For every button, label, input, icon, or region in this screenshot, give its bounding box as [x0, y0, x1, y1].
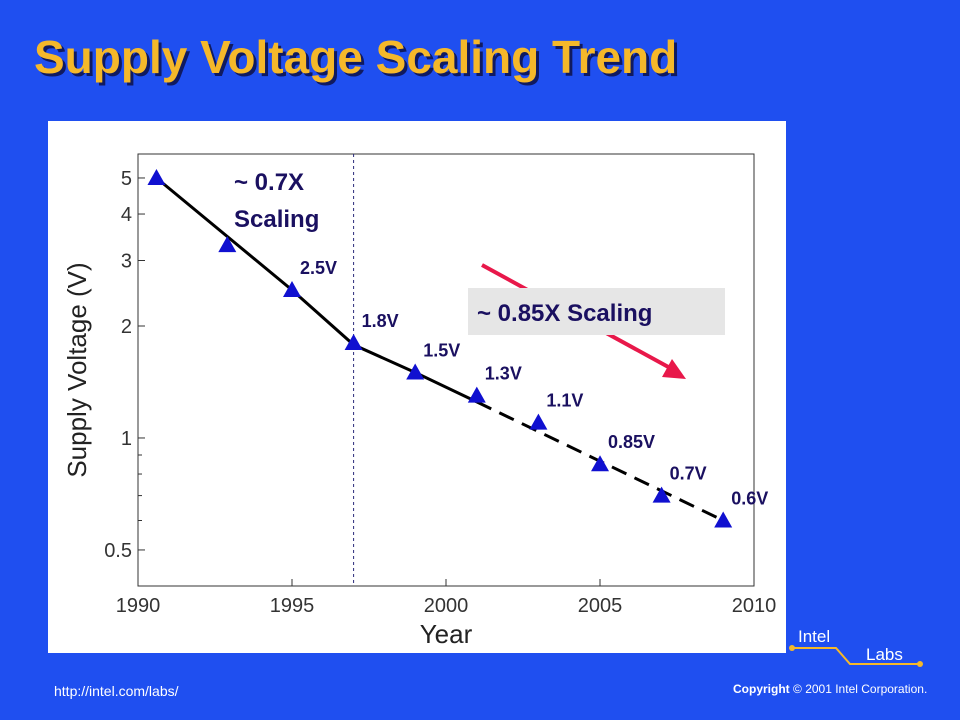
copyright-notice: Copyright © 2001 Intel Corporation.: [733, 682, 927, 696]
y-tick-label: 5: [121, 168, 132, 190]
y-tick-label: 0.5: [104, 540, 132, 562]
logo-dot-left: [789, 645, 795, 651]
data-point-triangle: [652, 486, 671, 503]
data-point-triangle: [467, 386, 486, 403]
x-tick-label: 1995: [270, 595, 315, 617]
annotation-right: ~ 0.85X Scaling: [477, 300, 652, 327]
data-point-triangle: [218, 236, 237, 253]
data-label: 2.5V: [300, 258, 337, 278]
intel-labs-logo: Intel Labs: [789, 627, 923, 667]
logo-line: [792, 647, 920, 665]
y-tick-label: 2: [121, 316, 132, 338]
trend-arrow-head: [662, 359, 686, 379]
data-label: 1.8V: [362, 311, 399, 331]
data-point-triangle: [714, 511, 733, 528]
data-point-triangle: [147, 168, 166, 185]
data-label: 0.85V: [608, 432, 655, 452]
y-tick-label: 1: [121, 428, 132, 450]
data-point-triangle: [591, 455, 609, 472]
annotation-right-box: [468, 288, 725, 335]
data-point-triangle: [406, 363, 425, 380]
data-point-triangle: [344, 334, 363, 351]
logo-text-intel: Intel: [798, 627, 830, 646]
data-point-triangle: [529, 413, 548, 430]
copyright-label: Copyright: [733, 682, 790, 696]
x-axis-label: Year: [420, 619, 473, 649]
plot-frame: [137, 153, 755, 587]
footer-url: http://intel.com/labs/: [54, 683, 179, 699]
data-label: 1.1V: [546, 391, 583, 411]
chart-panel: 0.5 1 2 3 4 5 1990 1995 2000 2005 2010 Year Supply V…: [48, 121, 786, 653]
y-tick-label: 4: [121, 204, 132, 226]
data-point-triangle: [283, 280, 301, 297]
data-label: 1.3V: [485, 364, 522, 384]
data-label: 0.6V: [731, 488, 768, 508]
x-tick-label: 2010: [732, 595, 777, 617]
voltage-chart: 0.5 1 2 3 4 5 1990 1995 2000 2005 2010 Year Supply V…: [62, 153, 777, 649]
annotation-left-line2: Scaling: [234, 206, 319, 233]
data-label: 0.7V: [670, 464, 707, 484]
slide-title: Supply Voltage Scaling Trend: [34, 31, 678, 83]
data-label: 1.5V: [423, 340, 460, 360]
x-tick-label: 2000: [424, 595, 469, 617]
logo-dot-right: [917, 661, 923, 667]
x-tick-label: 2005: [578, 595, 623, 617]
copyright-text: © 2001 Intel Corporation.: [793, 682, 928, 696]
x-tick-label: 1990: [116, 595, 161, 617]
y-axis-label: Supply Voltage (V): [62, 262, 92, 477]
y-tick-label: 3: [121, 250, 132, 272]
logo-text-labs: Labs: [866, 645, 903, 664]
annotation-left-line1: ~ 0.7X: [234, 169, 304, 196]
